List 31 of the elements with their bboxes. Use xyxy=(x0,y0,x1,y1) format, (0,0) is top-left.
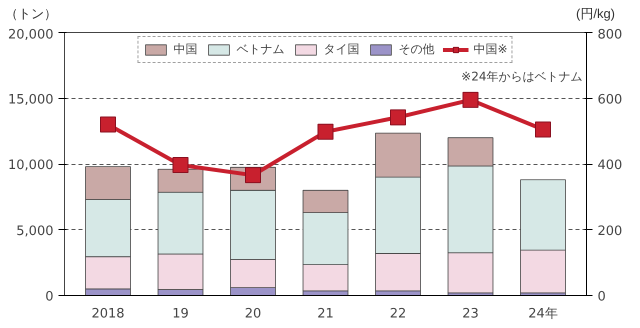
y-tick-label: 10,000 xyxy=(8,158,54,173)
x-tick-label: 20 xyxy=(244,306,262,322)
y2-tick-label: 600 xyxy=(598,92,622,108)
x-tick-label: 21 xyxy=(317,306,334,322)
x-tick-label: 2018 xyxy=(91,306,125,322)
y-tick-label: 20,000 xyxy=(8,28,54,42)
x-tick-label: 22 xyxy=(390,306,406,322)
y-tick-label: 5,000 xyxy=(16,224,54,239)
legend-label: その他 xyxy=(398,41,434,58)
legend-label: タイ国 xyxy=(323,41,360,58)
y-tick-label: 15,000 xyxy=(8,92,54,108)
point xyxy=(100,116,116,133)
y2-tick-label: 800 xyxy=(598,28,622,42)
x-tick-label: 24年 xyxy=(528,306,558,322)
annotation: ※24年からはベトナム xyxy=(461,70,583,84)
legend-label: ベトナム xyxy=(236,41,284,58)
point xyxy=(462,92,478,108)
legend-label: 中国※ xyxy=(473,41,508,58)
point xyxy=(318,124,334,140)
y2-axis-title: (円/kg) xyxy=(576,5,615,23)
legend-label: 中国 xyxy=(173,41,198,58)
point xyxy=(390,109,406,126)
y-tick-label: 0 xyxy=(45,290,54,304)
x-tick-label: 19 xyxy=(172,306,189,322)
y2-tick-label: 400 xyxy=(598,158,622,173)
point xyxy=(535,121,551,138)
y-axis-title: （トン） xyxy=(5,5,57,23)
y2-tick-label: 0 xyxy=(598,290,606,304)
x-tick-label: 23 xyxy=(462,306,479,322)
point xyxy=(172,156,188,173)
y2-tick-label: 200 xyxy=(598,224,622,239)
